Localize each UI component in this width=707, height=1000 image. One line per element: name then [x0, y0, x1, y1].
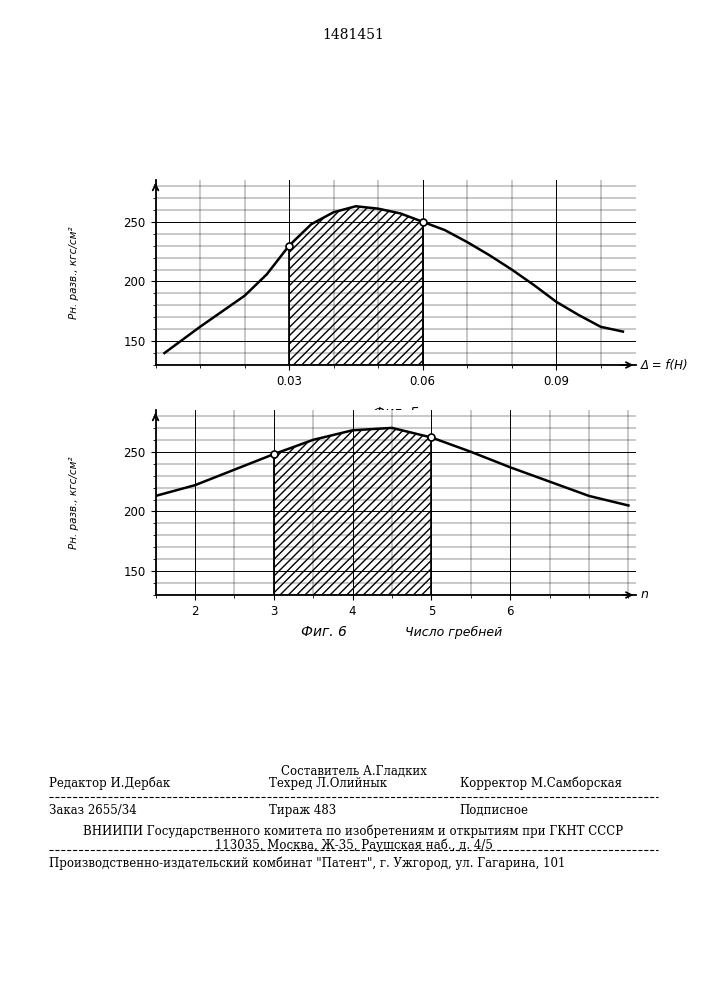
Text: Корректор М.Самборская: Корректор М.Самборская: [460, 776, 621, 790]
Text: Рн. разв., кгс/см²: Рн. разв., кгс/см²: [69, 226, 78, 319]
Text: 113035, Москва, Ж-35, Раушская наб., д. 4/5: 113035, Москва, Ж-35, Раушская наб., д. …: [214, 839, 493, 852]
Text: Производственно-издательский комбинат "Патент", г. Ужгород, ул. Гагарина, 101: Производственно-издательский комбинат "П…: [49, 856, 566, 869]
Text: Фиг. 6: Фиг. 6: [301, 625, 346, 639]
Text: Число гребней: Число гребней: [405, 626, 502, 639]
Text: Подписное: Подписное: [460, 804, 529, 817]
Text: Δ = f(H): Δ = f(H): [641, 359, 689, 371]
Text: n: n: [641, 588, 648, 601]
Text: Рн. разв., кгс/см²: Рн. разв., кгс/см²: [69, 456, 78, 549]
Text: Тираж 483: Тираж 483: [269, 804, 336, 817]
Text: 1481451: 1481451: [322, 28, 385, 42]
Text: ВНИИПИ Государственного комитета по изобретениям и открытиям при ГКНТ СССР: ВНИИПИ Государственного комитета по изоб…: [83, 825, 624, 838]
Text: Техред Л.Олийнык: Техред Л.Олийнык: [269, 777, 387, 790]
Text: Фиг. 5: Фиг. 5: [373, 406, 419, 420]
Text: Редактор И.Дербак: Редактор И.Дербак: [49, 776, 170, 790]
Text: Заказ 2655/34: Заказ 2655/34: [49, 804, 137, 817]
Text: Составитель А.Гладких: Составитель А.Гладких: [281, 765, 426, 778]
